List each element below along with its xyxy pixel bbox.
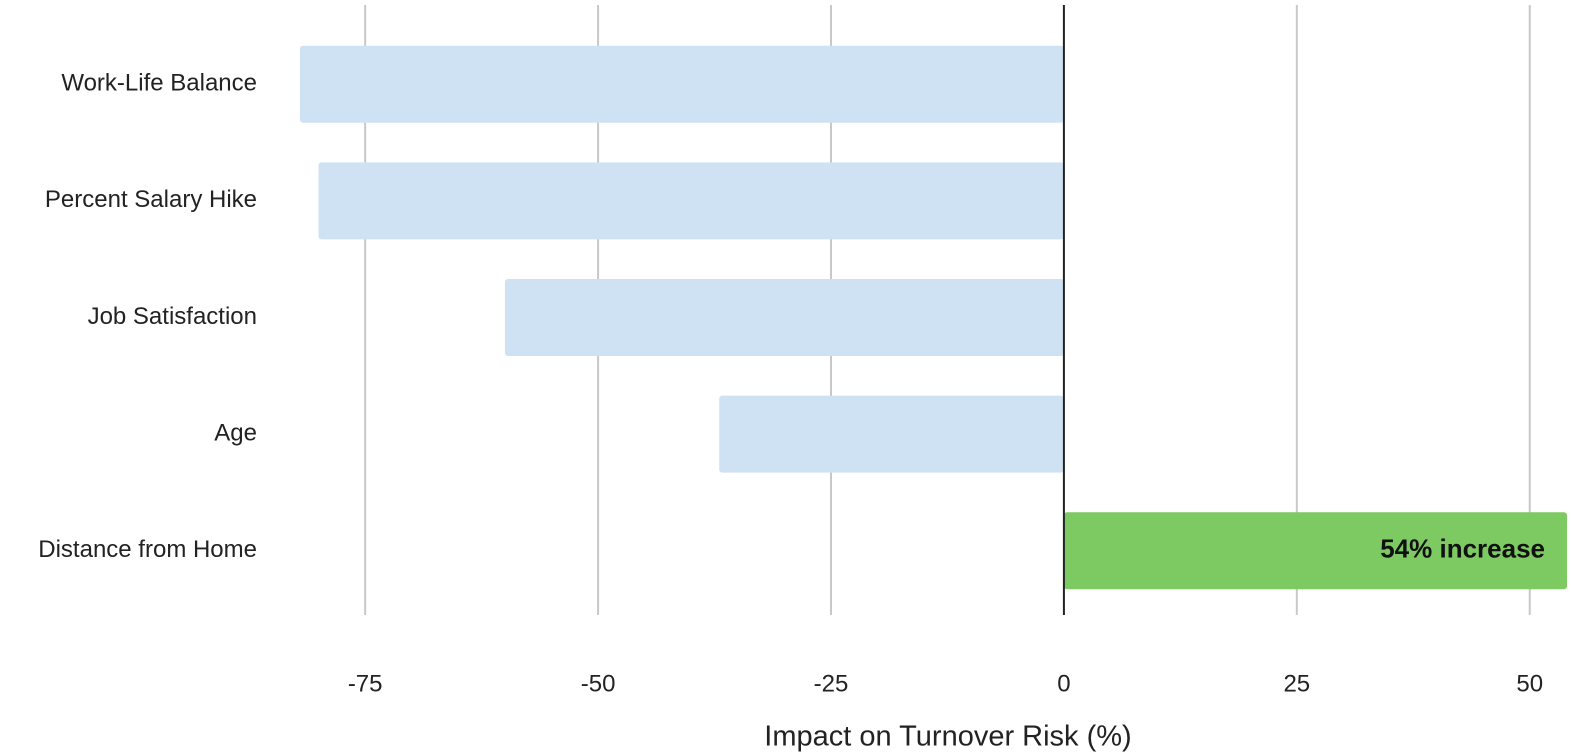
- x-tick-label: 25: [1283, 670, 1310, 697]
- value-label: 54% increase: [1380, 534, 1545, 564]
- x-tick-label: 50: [1516, 670, 1543, 697]
- y-tick-label: Percent Salary Hike: [45, 186, 257, 213]
- y-tick-label: Distance from Home: [38, 536, 257, 563]
- x-tick-label: -25: [814, 670, 849, 697]
- y-tick-label: Work-Life Balance: [61, 70, 257, 97]
- x-tick-label: -50: [581, 670, 616, 697]
- bar: [504, 279, 1064, 356]
- y-tick-label: Job Satisfaction: [88, 303, 257, 330]
- y-tick-label: Age: [214, 419, 257, 446]
- bar: [318, 162, 1064, 240]
- bar: [719, 395, 1064, 473]
- x-axis-title: Impact on Turnover Risk (%): [764, 721, 1131, 753]
- bar: [299, 45, 1064, 123]
- bar: [1063, 512, 1567, 590]
- x-tick-label: 0: [1057, 670, 1070, 697]
- x-tick-label: -75: [348, 670, 383, 697]
